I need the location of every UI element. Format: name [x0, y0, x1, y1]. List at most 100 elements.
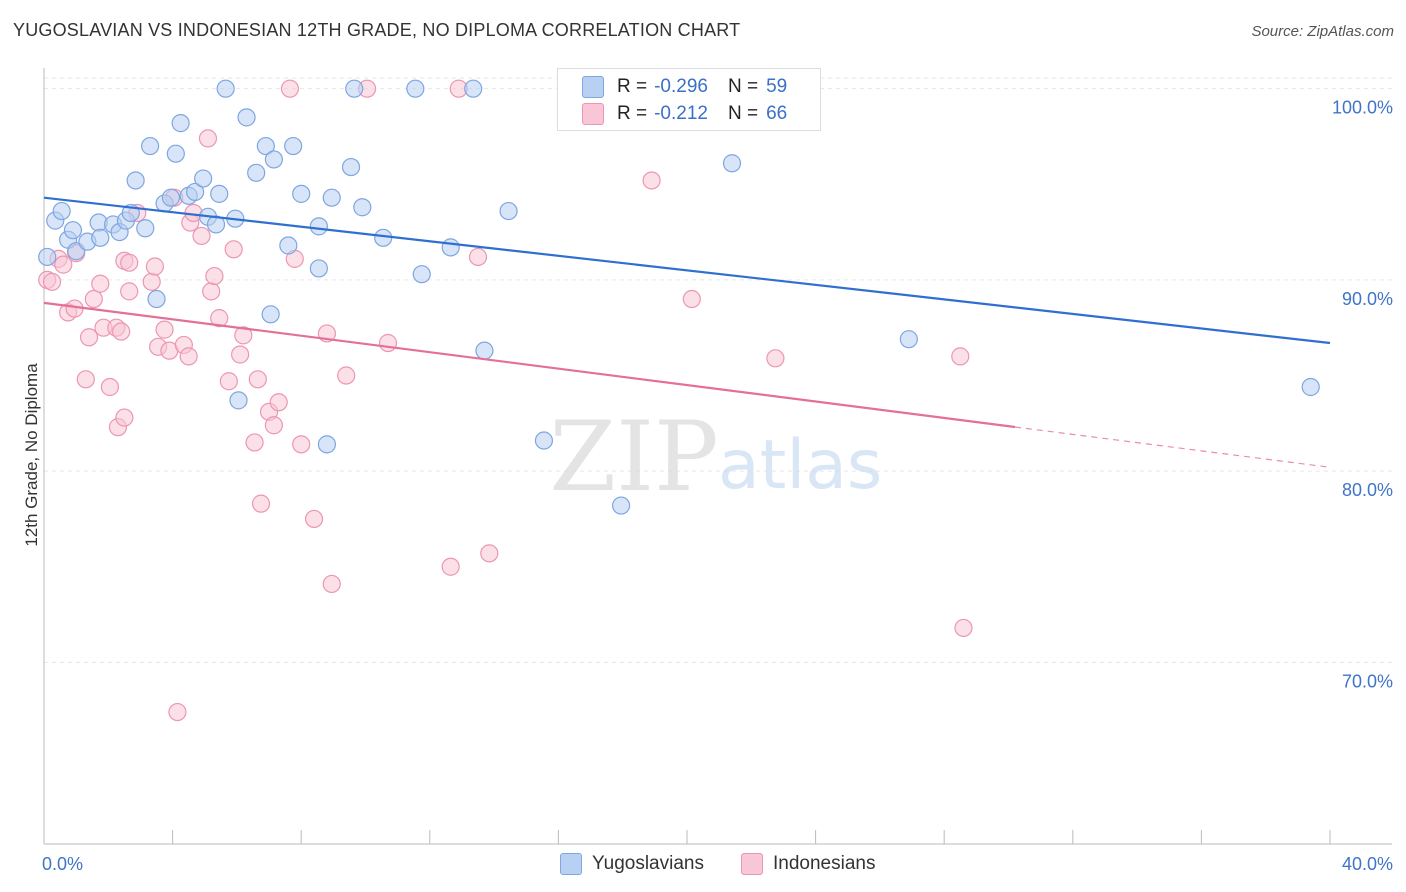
data-point — [84, 289, 103, 309]
y-tick-label: 90.0% — [1342, 289, 1393, 309]
data-point — [76, 370, 95, 389]
data-point — [224, 240, 243, 259]
legend-n-value: 66 — [766, 103, 788, 124]
watermark-zip: ZIP — [549, 401, 718, 513]
data-point — [264, 150, 283, 169]
data-point — [345, 79, 364, 98]
tick-labels: 70.0% 80.0% 90.0% 100.0% 0.0% 40.0% — [42, 98, 1393, 874]
data-point — [341, 157, 361, 177]
data-point — [256, 136, 275, 156]
trend-line — [43, 301, 1016, 429]
y-tick-label: 80.0% — [1342, 480, 1393, 500]
data-point — [279, 236, 298, 255]
legend-swatch-indonesians — [582, 103, 604, 125]
x-tick-label: 40.0% — [1342, 854, 1393, 874]
data-point — [166, 144, 185, 163]
data-point — [192, 226, 211, 246]
legend-r-value: -0.212 — [654, 103, 708, 124]
data-point — [202, 282, 221, 301]
legend-item-indonesians[interactable]: Indonesians — [741, 853, 875, 875]
data-point — [231, 345, 250, 364]
data-point — [464, 79, 483, 98]
data-point — [91, 228, 110, 247]
data-point — [168, 702, 187, 722]
data-point — [304, 509, 324, 529]
data-point — [79, 328, 99, 347]
data-point — [322, 574, 341, 594]
data-point — [499, 201, 518, 221]
series-indonesians-points — [38, 79, 973, 722]
chart-title: YUGOSLAVIAN VS INDONESIAN 12TH GRADE, NO… — [13, 20, 741, 40]
data-point — [309, 259, 328, 278]
stats-legend: R = -0.296 N = 59 R = -0.212 N = 66 — [557, 68, 821, 131]
legend-n-label: N = — [727, 103, 759, 124]
y-tick-label: 70.0% — [1342, 671, 1393, 691]
data-point — [337, 366, 356, 385]
data-point — [245, 433, 264, 452]
data-point — [1301, 377, 1320, 397]
data-point — [100, 377, 120, 397]
data-point — [480, 544, 499, 563]
data-point — [216, 79, 235, 98]
series-legend: Yugoslavians Indonesians — [0, 851, 1406, 877]
data-point — [136, 219, 155, 238]
data-point — [179, 347, 198, 366]
data-point — [317, 435, 337, 454]
data-point — [374, 228, 393, 247]
data-point — [52, 201, 71, 221]
data-point — [441, 557, 460, 576]
data-point — [54, 255, 73, 274]
data-point — [219, 372, 238, 391]
data-point — [611, 496, 631, 515]
legend-swatch-yugoslavians — [560, 853, 582, 875]
legend-label-indonesians: Indonesians — [773, 853, 876, 874]
legend-r-label: R = — [617, 76, 648, 97]
data-point — [766, 349, 785, 368]
data-point — [280, 79, 300, 98]
data-point — [147, 289, 166, 309]
data-point — [210, 309, 229, 328]
data-point — [140, 136, 160, 156]
data-point — [951, 347, 970, 366]
legend-r-label: R = — [617, 103, 648, 124]
data-point — [284, 136, 303, 156]
data-point — [406, 79, 425, 98]
data-point — [468, 247, 488, 267]
legend-swatch-indonesians — [741, 853, 763, 875]
legend-row-yugoslavians: R = -0.296 N = 59 — [582, 75, 787, 99]
trend-line — [43, 196, 1331, 345]
data-point — [155, 320, 174, 339]
data-point — [353, 198, 372, 217]
legend-label-yugoslavians: Yugoslavians — [592, 853, 704, 874]
data-point — [161, 188, 181, 207]
legend-r-value: -0.296 — [654, 76, 708, 97]
data-point — [292, 435, 311, 454]
trend-line-extension — [1014, 426, 1331, 468]
data-point — [206, 215, 226, 234]
data-point — [261, 305, 280, 324]
data-point — [115, 408, 134, 427]
data-point — [120, 253, 139, 272]
legend-swatch-yugoslavians — [582, 76, 604, 98]
data-point — [205, 266, 224, 286]
trend-lines — [43, 196, 1331, 468]
data-point — [42, 272, 62, 291]
watermark-atlas: atlas — [718, 426, 882, 505]
legend-item-yugoslavians[interactable]: Yugoslavians — [560, 853, 704, 875]
x-tick-label: 0.0% — [42, 854, 83, 874]
data-point — [120, 282, 139, 301]
data-point — [269, 393, 288, 412]
data-point — [171, 114, 190, 133]
data-point — [210, 184, 229, 203]
data-point — [237, 108, 256, 127]
legend-n-label: N = — [727, 76, 759, 97]
legend-row-indonesians: R = -0.212 N = 66 — [582, 102, 787, 126]
data-point — [63, 221, 83, 240]
data-point — [899, 330, 918, 349]
data-point — [412, 265, 431, 284]
data-point — [145, 257, 165, 276]
data-point — [682, 289, 701, 309]
data-point — [264, 416, 283, 435]
watermark: ZIP atlas — [549, 401, 882, 513]
